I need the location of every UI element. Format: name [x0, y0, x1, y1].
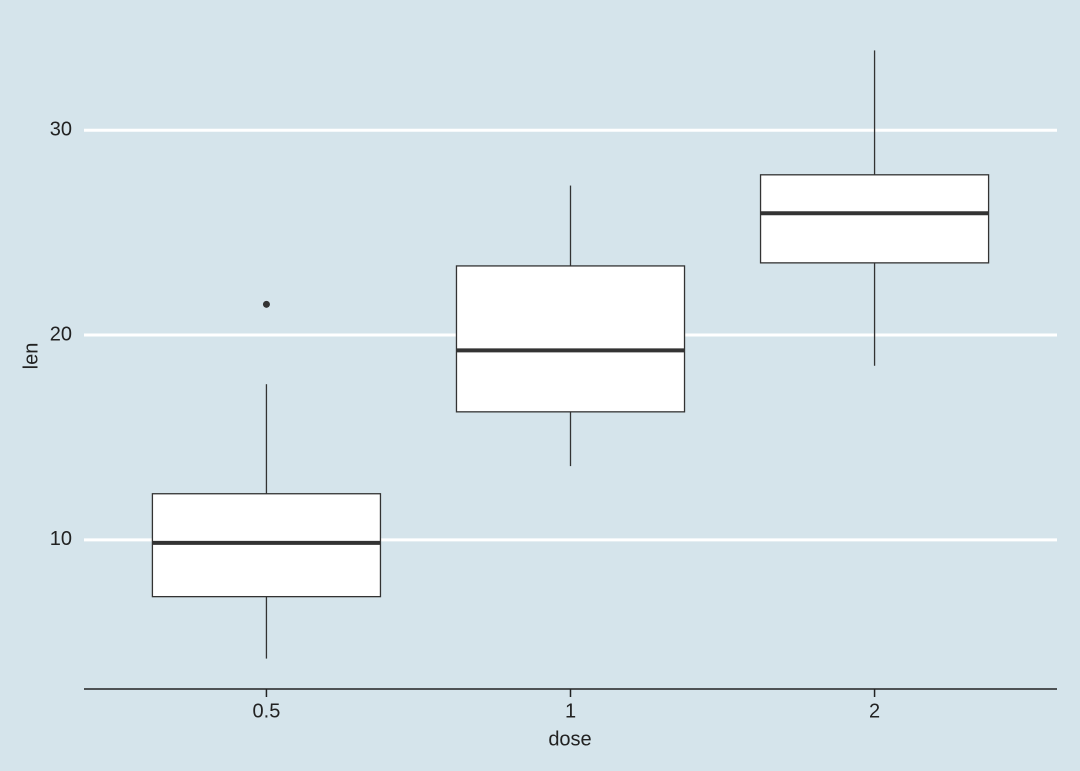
box: [455, 265, 686, 413]
outlier: [262, 300, 270, 308]
y-axis-title: len: [20, 343, 42, 370]
y-tick-label: 30: [50, 119, 72, 141]
x-tick-label: 0.5: [253, 700, 281, 722]
x-tick-label: 1: [565, 700, 576, 722]
y-tick-label: 20: [50, 323, 72, 345]
y-tick-label: 10: [50, 528, 72, 550]
box: [151, 493, 382, 598]
x-tick-label: 2: [869, 700, 880, 722]
box: [759, 174, 990, 264]
x-axis-title: dose: [548, 728, 591, 750]
